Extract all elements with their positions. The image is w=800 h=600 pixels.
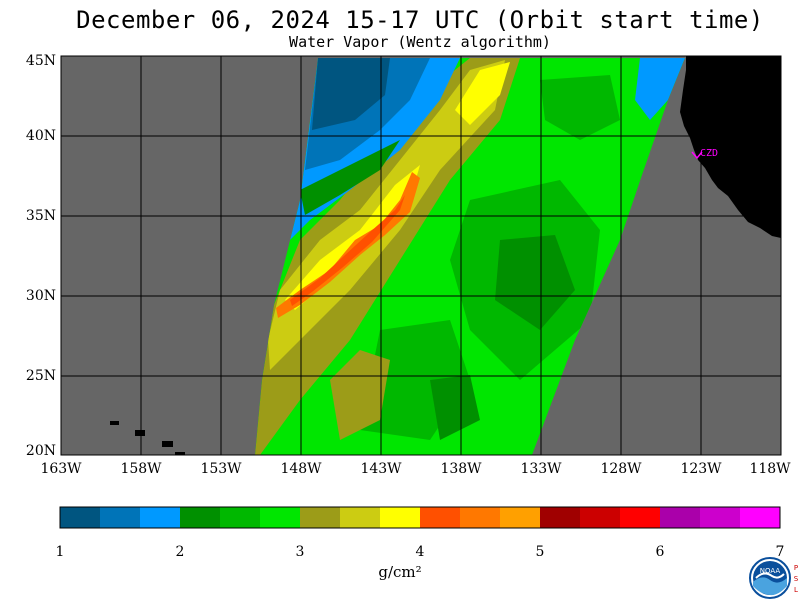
colorbar-tick-4: 4 — [415, 544, 425, 560]
colorbar-tick-7: 7 — [775, 544, 785, 560]
colorbar-swatch — [620, 507, 661, 528]
lat-label-35n: 35N — [25, 208, 56, 224]
station-marker-czd: CZD — [691, 148, 718, 160]
map-title: December 06, 2024 15-17 UTC (Orbit start… — [76, 6, 764, 34]
colorbar — [60, 507, 781, 528]
lon-label-163w: 163W — [40, 461, 82, 477]
psl-badge: P S L — [794, 564, 799, 594]
logo-text: NOAA — [760, 567, 781, 575]
colorbar-swatch — [220, 507, 261, 528]
lon-label-133w: 133W — [520, 461, 562, 477]
psl-letter-2: S — [794, 575, 799, 583]
lat-label-20n: 20N — [25, 443, 56, 459]
colorbar-frame — [59, 506, 781, 529]
colorbar-tick-5: 5 — [535, 544, 545, 560]
colorbar-swatch — [100, 507, 141, 528]
lon-label-158w: 158W — [120, 461, 162, 477]
colorbar-tick-1: 1 — [55, 544, 65, 560]
lat-label-25n: 25N — [25, 368, 56, 384]
psl-letter-1: P — [794, 564, 798, 572]
station-icon — [691, 151, 703, 160]
colorbar-swatch — [460, 507, 501, 528]
noaa-logo: NOAA — [749, 557, 791, 599]
lon-label-138w: 138W — [440, 461, 482, 477]
station-label: CZD — [700, 148, 718, 159]
land-california — [680, 56, 781, 238]
lon-label-118w: 118W — [749, 461, 791, 477]
colorbar-swatch — [500, 507, 541, 528]
lon-label-148w: 148W — [280, 461, 322, 477]
colorbar-swatch — [540, 507, 581, 528]
colorbar-swatch — [740, 507, 781, 528]
lat-label-40n: 40N — [25, 128, 56, 144]
graticule — [61, 56, 781, 455]
colorbar-swatch — [700, 507, 741, 528]
lon-label-153w: 153W — [200, 461, 242, 477]
map-frame — [60, 55, 782, 456]
colorbar-swatch — [260, 507, 301, 528]
colorbar-swatch — [140, 507, 181, 528]
lat-label-30n: 30N — [25, 288, 56, 304]
lat-label-45n: 45N — [25, 53, 56, 69]
colorbar-swatch — [380, 507, 421, 528]
colorbar-swatch — [60, 507, 101, 528]
colorbar-swatch — [420, 507, 461, 528]
colorbar-swatch — [580, 507, 621, 528]
colorbar-units: g/cm² — [378, 563, 422, 581]
colorbar-swatch — [300, 507, 341, 528]
colorbar-swatch — [660, 507, 701, 528]
colorbar-tick-2: 2 — [175, 544, 185, 560]
map-subtitle: Water Vapor (Wentz algorithm) — [289, 33, 551, 51]
land-hawaii — [110, 421, 185, 455]
lon-label-128w: 128W — [600, 461, 642, 477]
colorbar-swatch — [180, 507, 221, 528]
lon-label-123w: 123W — [680, 461, 722, 477]
colorbar-tick-6: 6 — [655, 544, 665, 560]
colorbar-tick-3: 3 — [295, 544, 305, 560]
lon-label-143w: 143W — [360, 461, 402, 477]
colorbar-swatch — [340, 507, 381, 528]
psl-letter-3: L — [794, 586, 798, 594]
